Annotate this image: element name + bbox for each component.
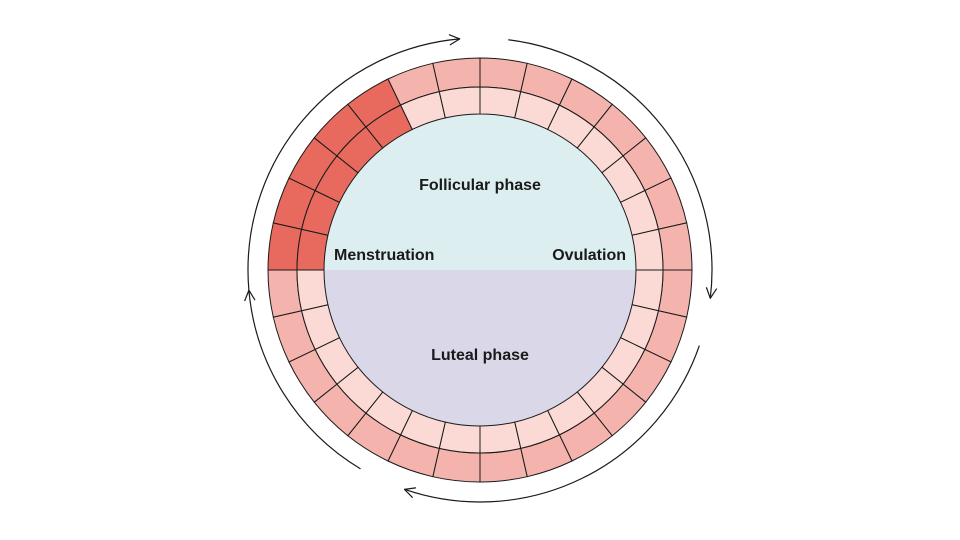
day-segment-inner <box>439 422 480 453</box>
day-segment-outer <box>268 270 302 317</box>
luteal-label: Luteal phase <box>431 347 529 364</box>
day-segment-inner <box>632 270 663 311</box>
day-segment-outer <box>268 223 302 270</box>
day-segment-outer <box>658 270 692 317</box>
day-segment-inner <box>297 270 328 311</box>
day-segment-outer <box>658 223 692 270</box>
day-segment-inner <box>480 87 521 118</box>
day-segment-inner <box>297 229 328 270</box>
menstruation-label: Menstruation <box>334 247 434 264</box>
day-segment-inner <box>632 229 663 270</box>
day-segment-outer <box>480 448 527 482</box>
day-segment-inner <box>439 87 480 118</box>
day-segment-outer <box>433 58 480 92</box>
inner-disc <box>324 114 636 426</box>
follicular-label: Follicular phase <box>419 177 541 194</box>
day-segment-outer <box>480 58 527 92</box>
ovulation-label: Ovulation <box>552 247 626 264</box>
day-segment-outer <box>433 448 480 482</box>
menstrual-cycle-diagram: Follicular phase Luteal phase Menstruati… <box>0 0 960 540</box>
day-segment-inner <box>480 422 521 453</box>
